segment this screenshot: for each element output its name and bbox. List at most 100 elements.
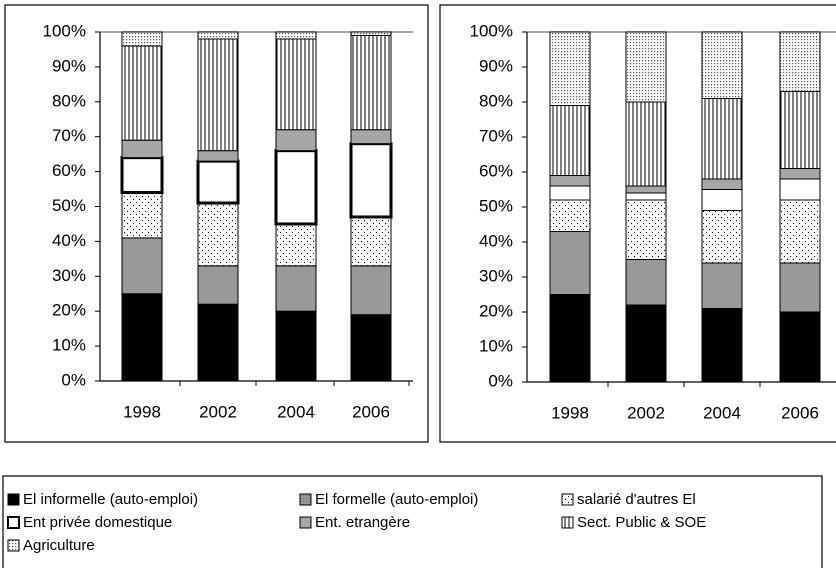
bar-segment <box>779 178 821 201</box>
bar-segment <box>197 38 239 152</box>
bar-segment <box>549 175 591 187</box>
y-tick-label: 70% <box>52 126 86 145</box>
bar-segment <box>625 192 667 201</box>
bar-segment <box>350 265 392 316</box>
y-tick-label: 30% <box>479 266 513 285</box>
bar-segment <box>121 31 163 47</box>
bar-segment <box>779 199 821 264</box>
y-tick-label: 50% <box>479 196 513 215</box>
bar-segment <box>549 105 591 176</box>
bar-segment <box>549 294 591 383</box>
bar-segment <box>549 185 591 201</box>
y-tick-label: 100% <box>470 21 513 40</box>
y-tick-label: 90% <box>52 56 86 75</box>
y-tick-label: 20% <box>479 301 513 320</box>
bar-segment <box>701 189 743 211</box>
y-tick-label: 80% <box>479 91 513 110</box>
bar-segment <box>625 259 667 306</box>
bar-segment <box>701 308 743 383</box>
x-tick-label: 1998 <box>123 402 161 421</box>
bar-segment <box>121 293 163 382</box>
legend-swatch <box>561 516 574 529</box>
legend-label: Ent privée domestique <box>23 514 172 531</box>
bar-segment <box>275 310 317 382</box>
legend-label: Agriculture <box>23 537 95 554</box>
bar-segment <box>121 45 163 141</box>
bar-segment <box>121 237 163 295</box>
bar-segment <box>274 149 318 226</box>
bar-segment <box>625 304 667 383</box>
y-tick-label: 60% <box>52 161 86 180</box>
bar-segment <box>779 91 821 169</box>
bar-segment <box>779 168 821 180</box>
bar-segment <box>349 142 393 219</box>
y-tick-label: 40% <box>479 231 513 250</box>
bar-segment <box>120 156 164 195</box>
bar-segment <box>121 192 163 239</box>
legend-frame <box>2 475 823 568</box>
bar-segment <box>779 262 821 313</box>
y-tick-label: 40% <box>52 231 86 250</box>
bar-segment <box>625 199 667 260</box>
y-tick-label: 70% <box>479 126 513 145</box>
bar-segment <box>197 150 239 162</box>
y-tick-label: 10% <box>479 336 513 355</box>
legend-label: salarié d'autres El <box>577 491 696 508</box>
bar-segment <box>549 31 591 106</box>
y-tick-label: 10% <box>52 336 86 355</box>
bar-segment <box>196 159 240 205</box>
bar-segment <box>275 223 317 267</box>
legend-swatch <box>7 539 20 552</box>
bar-segment <box>701 178 743 190</box>
y-tick-label: 30% <box>52 266 86 285</box>
legend-label: El informelle (auto-emploi) <box>23 491 198 508</box>
x-tick-label: 2002 <box>627 403 665 422</box>
legend-swatch <box>299 493 312 506</box>
x-tick-label: 2004 <box>703 403 741 422</box>
bar-segment <box>121 139 163 159</box>
bar-segment <box>625 185 667 194</box>
y-tick-label: 50% <box>52 196 86 215</box>
legend-label: Sect. Public & SOE <box>577 514 706 531</box>
y-tick-label: 60% <box>479 161 513 180</box>
legend-label: Ent. etrangère <box>315 514 410 531</box>
bar-segment <box>197 265 239 305</box>
bar-segment <box>779 311 821 383</box>
bar-segment <box>350 129 392 145</box>
bar-segment <box>701 98 743 180</box>
legend-swatch <box>7 516 20 529</box>
bar-segment <box>625 101 667 187</box>
x-tick-label: 2006 <box>781 403 819 422</box>
x-tick-label: 2002 <box>199 402 237 421</box>
panel-frame <box>4 4 429 443</box>
bar-segment <box>275 129 317 152</box>
x-tick-label: 2004 <box>277 402 315 421</box>
bar-segment <box>701 31 743 99</box>
y-tick-label: 90% <box>479 56 513 75</box>
bar-segment <box>350 216 392 267</box>
y-tick-label: 0% <box>488 371 513 390</box>
legend-label: El formelle (auto-emploi) <box>315 491 478 508</box>
bar-segment <box>275 38 317 131</box>
bar-segment <box>197 31 239 40</box>
bar-segment <box>701 210 743 264</box>
bar-segment <box>350 34 392 131</box>
y-tick-label: 100% <box>43 21 86 40</box>
bar-segment <box>701 262 743 309</box>
y-tick-label: 0% <box>61 370 86 389</box>
bar-segment <box>350 31 392 36</box>
legend-swatch <box>561 493 574 506</box>
x-tick-label: 2006 <box>352 402 390 421</box>
bar-segment <box>549 231 591 295</box>
panel-frame <box>439 4 836 443</box>
y-tick-label: 80% <box>52 91 86 110</box>
bar-segment <box>275 265 317 312</box>
bar-segment <box>625 31 667 103</box>
bar-segment <box>779 31 821 92</box>
y-tick-label: 20% <box>52 301 86 320</box>
legend-swatch <box>7 493 20 506</box>
bar-segment <box>350 314 392 382</box>
x-tick-label: 1998 <box>551 403 589 422</box>
bar-segment <box>197 202 239 267</box>
